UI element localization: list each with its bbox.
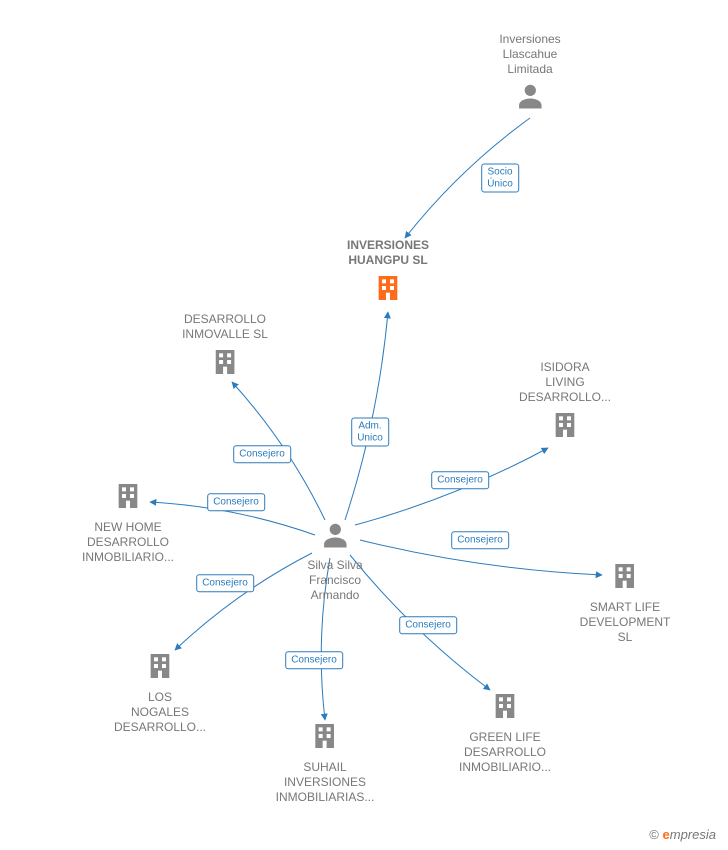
- node-huangpu[interactable]: INVERSIONES HUANGPU SL: [347, 238, 429, 308]
- building-icon: [112, 480, 144, 516]
- edge-line: [175, 553, 312, 650]
- edge-label: Adm. Unico: [351, 418, 389, 447]
- footer-credit: © empresia: [649, 827, 716, 842]
- node-label: Inversiones Llascahue Limitada: [499, 32, 560, 77]
- node-silva[interactable]: Silva Silva Francisco Armando: [307, 520, 362, 603]
- edge-label: Consejero: [431, 471, 489, 489]
- node-label: LOS NOGALES DESARROLLO...: [114, 690, 206, 735]
- diagram-canvas: Inversiones Llascahue Limitada INVERSIONE…: [0, 0, 728, 850]
- node-label: INVERSIONES HUANGPU SL: [347, 238, 429, 268]
- node-smartlife[interactable]: SMART LIFE DEVELOPMENT SL: [580, 560, 671, 645]
- edge-label: Consejero: [285, 651, 343, 669]
- node-newhome[interactable]: NEW HOME DESARROLLO INMOBILIARIO...: [82, 480, 174, 565]
- building-icon: [309, 720, 341, 756]
- edge-label: Socio Único: [481, 164, 519, 193]
- edge-label: Consejero: [207, 493, 265, 511]
- node-nogales[interactable]: LOS NOGALES DESARROLLO...: [114, 650, 206, 735]
- brand-name: empresia: [663, 827, 716, 842]
- edge-label: Consejero: [399, 616, 457, 634]
- building-icon: [144, 650, 176, 686]
- node-label: NEW HOME DESARROLLO INMOBILIARIO...: [82, 520, 174, 565]
- node-inmovalle[interactable]: DESARROLLO INMOVALLE SL: [182, 312, 268, 382]
- copyright-symbol: ©: [649, 827, 659, 842]
- edge-label: Consejero: [233, 445, 291, 463]
- building-icon: [549, 409, 581, 445]
- edge-label: Consejero: [196, 574, 254, 592]
- person-icon: [515, 81, 545, 115]
- node-greenlife[interactable]: GREEN LIFE DESARROLLO INMOBILIARIO...: [459, 690, 551, 775]
- node-isidora[interactable]: ISIDORA LIVING DESARROLLO...: [519, 360, 611, 445]
- node-llascahue[interactable]: Inversiones Llascahue Limitada: [499, 32, 560, 115]
- node-label: DESARROLLO INMOVALLE SL: [182, 312, 268, 342]
- node-label: Silva Silva Francisco Armando: [307, 558, 362, 603]
- node-label: ISIDORA LIVING DESARROLLO...: [519, 360, 611, 405]
- building-icon: [609, 560, 641, 596]
- person-icon: [320, 520, 350, 554]
- node-label: SUHAIL INVERSIONES INMOBILIARIAS...: [276, 760, 375, 805]
- building-icon: [489, 690, 521, 726]
- building-icon: [372, 272, 404, 308]
- node-label: GREEN LIFE DESARROLLO INMOBILIARIO...: [459, 730, 551, 775]
- node-suhail[interactable]: SUHAIL INVERSIONES INMOBILIARIAS...: [276, 720, 375, 805]
- building-icon: [209, 346, 241, 382]
- node-label: SMART LIFE DEVELOPMENT SL: [580, 600, 671, 645]
- edge-line: [345, 312, 388, 520]
- edge-label: Consejero: [451, 531, 509, 549]
